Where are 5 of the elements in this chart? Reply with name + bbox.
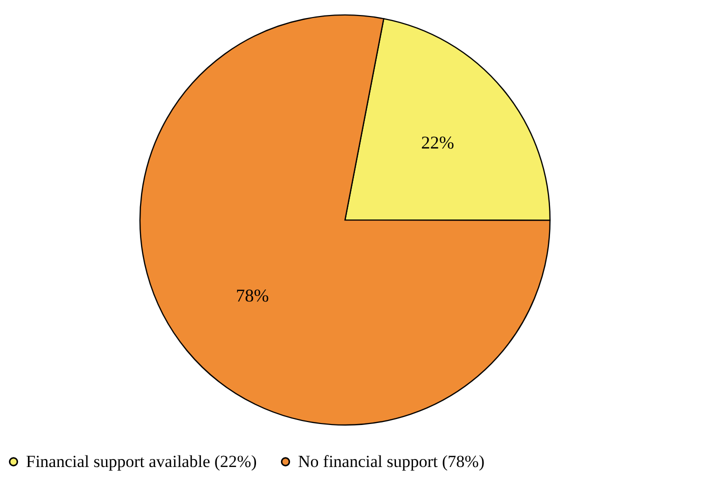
legend-label: Financial support available (22%) xyxy=(26,452,257,471)
pie-slice xyxy=(140,14,551,426)
data-label: 78% xyxy=(236,285,269,306)
data-label: 22% xyxy=(421,132,454,153)
legend-label: No financial support (78%) xyxy=(298,452,484,471)
